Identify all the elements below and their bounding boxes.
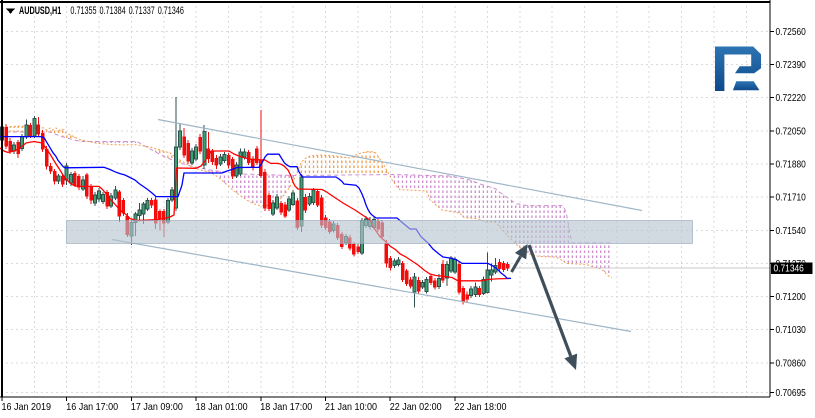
svg-text:0.71384: 0.71384 [100, 5, 126, 17]
svg-text:0.71355: 0.71355 [70, 5, 96, 17]
svg-text:0.72390: 0.72390 [776, 59, 806, 70]
svg-text:0.72220: 0.72220 [776, 93, 806, 104]
svg-text:0.71200: 0.71200 [776, 291, 806, 302]
svg-text:0.72560: 0.72560 [776, 26, 806, 37]
svg-text:0.71710: 0.71710 [776, 192, 806, 203]
svg-text:16 Jan 2019: 16 Jan 2019 [2, 402, 51, 414]
svg-text:22 Jan 02:00: 22 Jan 02:00 [390, 402, 442, 414]
svg-text:17 Jan 09:00: 17 Jan 09:00 [131, 402, 183, 414]
svg-text:0.71030: 0.71030 [776, 325, 806, 336]
svg-text:21 Jan 10:00: 21 Jan 10:00 [325, 402, 377, 414]
svg-text:18 Jan 17:00: 18 Jan 17:00 [260, 402, 312, 414]
svg-text:18 Jan 01:00: 18 Jan 01:00 [196, 402, 248, 414]
svg-text:0.70695: 0.70695 [776, 388, 806, 399]
svg-text:22 Jan 18:00: 22 Jan 18:00 [455, 402, 507, 414]
svg-text:0.71337: 0.71337 [129, 5, 155, 17]
svg-text:0.70860: 0.70860 [776, 358, 806, 369]
svg-text:16 Jan 17:00: 16 Jan 17:00 [66, 402, 118, 414]
svg-text:0.71880: 0.71880 [776, 159, 806, 170]
svg-text:0.71540: 0.71540 [776, 225, 806, 236]
svg-text:0.71346: 0.71346 [158, 5, 184, 17]
svg-text:0.72050: 0.72050 [776, 126, 806, 137]
svg-text:0.71346: 0.71346 [774, 263, 804, 274]
svg-text:AUDUSD,H1: AUDUSD,H1 [19, 5, 61, 17]
